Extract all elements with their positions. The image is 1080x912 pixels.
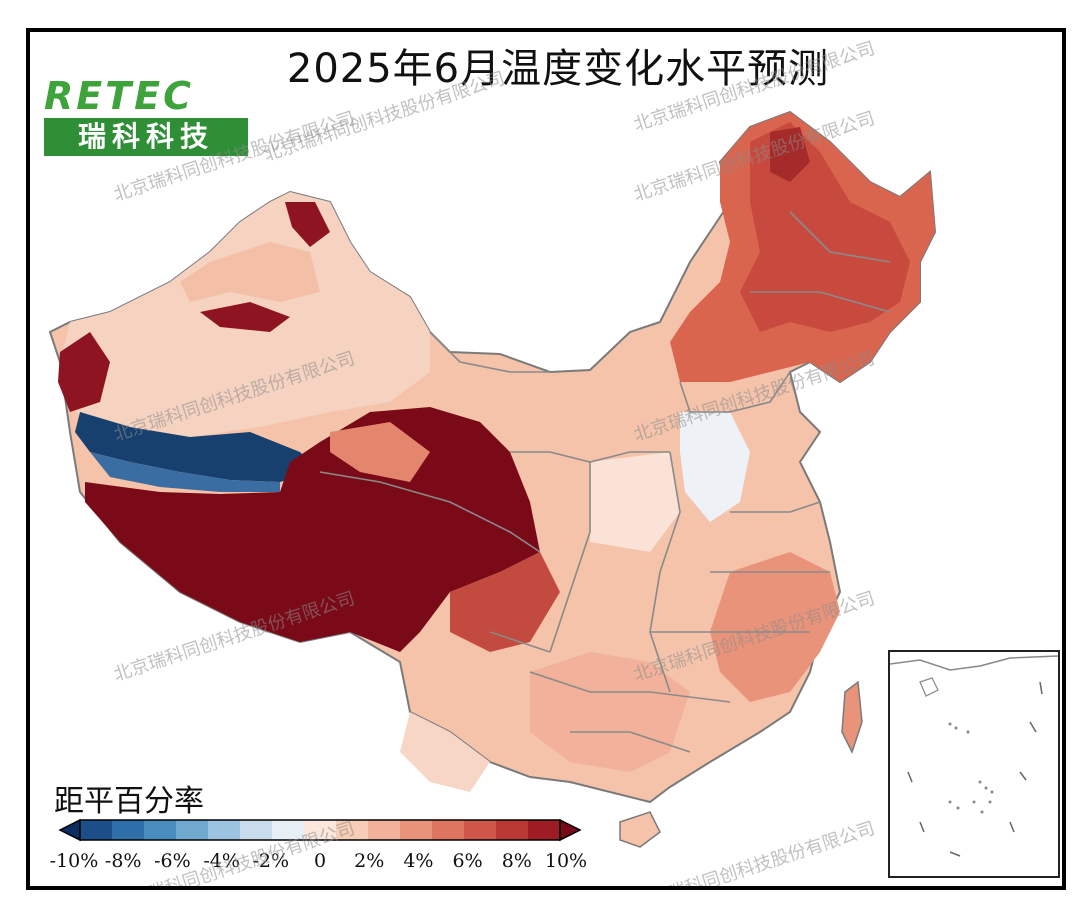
- inset-map: [889, 655, 1059, 857]
- colorbar-segment: [496, 820, 529, 840]
- north-china-cool: [680, 412, 750, 522]
- taiwan-island: [841, 680, 863, 754]
- colorbar: [58, 818, 582, 842]
- colorbar-segment: [80, 820, 113, 840]
- central-band: [590, 452, 680, 552]
- colorbar-tick-label: 6%: [452, 850, 483, 872]
- province-boundaries: [319, 211, 891, 753]
- colorbar-segment: [272, 820, 305, 840]
- kunlun-cool-band: [75, 412, 320, 482]
- xinjiang-north-band: [180, 242, 320, 302]
- map-frame: 2025年6月温度变化水平预测 RETEC 瑞科科技: [26, 28, 1066, 890]
- colorbar-segment: [144, 820, 177, 840]
- colorbar-tick-label: -2%: [252, 850, 290, 872]
- colorbar-segment: [368, 820, 401, 840]
- kunlun-cool-edge: [90, 452, 280, 492]
- colorbar-arrow-left: [58, 818, 81, 842]
- colorbar-segment: [336, 820, 369, 840]
- colorbar-segment: [528, 820, 561, 840]
- colorbar-tick-label: -6%: [154, 850, 191, 872]
- southeast-warm: [710, 552, 840, 702]
- xinjiang-hot-band: [200, 302, 290, 332]
- tibet-east-gradient: [450, 552, 560, 652]
- south-china-sea-inset: [888, 650, 1060, 878]
- logo-chinese-name: 瑞科科技: [44, 118, 248, 156]
- colorbar-segment: [176, 820, 209, 840]
- colorbar-segment: [400, 820, 433, 840]
- logo-wordmark: RETEC: [44, 74, 194, 118]
- colorbar-tick-label: 8%: [501, 850, 532, 872]
- altai-red: [285, 202, 330, 247]
- colorbar-segment: [112, 820, 145, 840]
- tibet-hot-zone: [85, 407, 540, 652]
- qinghai-band: [330, 422, 430, 482]
- colorbar-segment: [304, 820, 337, 840]
- colorbar-tick-label: -8%: [104, 850, 142, 872]
- colorbar-segment: [432, 820, 465, 840]
- colorbar-segment: [208, 820, 241, 840]
- hainan-island: [619, 811, 661, 848]
- colorbar-outline: [79, 819, 561, 841]
- northeast-deep-red: [770, 127, 810, 182]
- legend-title: 距平百分率: [54, 784, 204, 819]
- temperature-anomaly-map: [48, 110, 937, 848]
- map-title: 2025年6月温度变化水平预测: [286, 46, 830, 92]
- colorbar-tick-label: 2%: [354, 850, 385, 872]
- colorbar-tick-label: 10%: [544, 850, 588, 872]
- south-warm: [530, 652, 690, 772]
- xinjiang-west-edge: [58, 332, 110, 412]
- retec-logo: RETEC 瑞科科技: [44, 72, 248, 156]
- colorbar-tick-label: 4%: [403, 850, 434, 872]
- colorbar-segment: [240, 820, 273, 840]
- colorbar-tick-label: -10%: [49, 850, 99, 872]
- colorbar-arrow-right: [559, 818, 582, 842]
- colorbar-tick-label: -4%: [203, 850, 240, 872]
- yunnan-light: [400, 712, 490, 792]
- colorbar-segment: [464, 820, 497, 840]
- colorbar-tick-label: 0: [313, 850, 327, 872]
